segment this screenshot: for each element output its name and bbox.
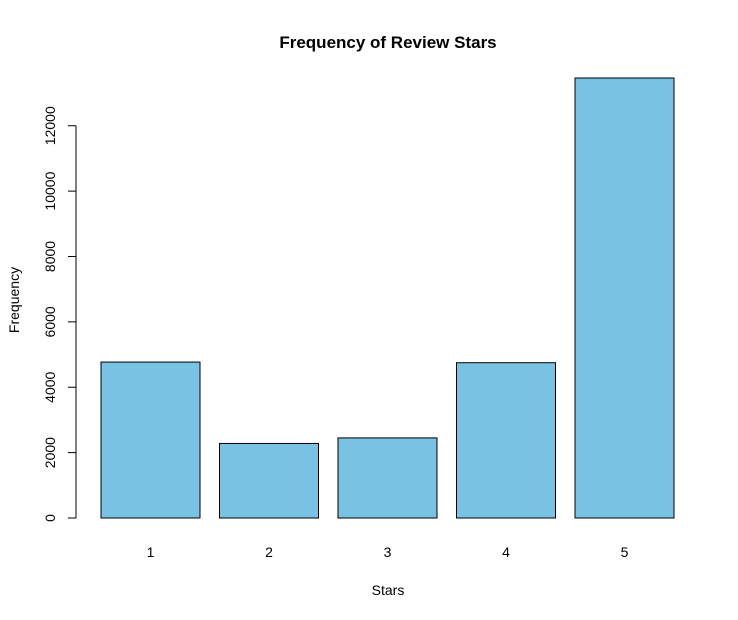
y-tick-label-2000: 2000 <box>42 437 58 468</box>
x-tick-label-5: 5 <box>621 544 629 560</box>
x-tick-label-4: 4 <box>502 544 510 560</box>
y-tick-label-10000: 10000 <box>42 171 58 210</box>
y-tick-label-0: 0 <box>42 514 58 522</box>
x-axis: 1 2 3 4 5 <box>147 544 629 560</box>
y-tick-label-4000: 4000 <box>42 371 58 402</box>
x-tick-label-2: 2 <box>265 544 273 560</box>
bar-4 <box>456 362 556 519</box>
y-tick-label-6000: 6000 <box>42 306 58 337</box>
x-axis-title: Stars <box>372 582 405 598</box>
y-tick-label-12000: 12000 <box>42 106 58 145</box>
y-axis: 0 2000 4000 6000 8000 10000 12000 <box>42 106 77 522</box>
y-tick-label-8000: 8000 <box>42 241 58 272</box>
x-tick-label-3: 3 <box>384 544 392 560</box>
bar-3 <box>337 437 438 519</box>
bars-group <box>100 77 675 519</box>
y-axis-title: Frequency <box>6 267 22 333</box>
bar-5 <box>574 77 675 519</box>
chart-title: Frequency of Review Stars <box>279 33 496 52</box>
bar-1 <box>100 361 201 519</box>
bar-2 <box>219 442 319 519</box>
x-tick-label-1: 1 <box>147 544 155 560</box>
